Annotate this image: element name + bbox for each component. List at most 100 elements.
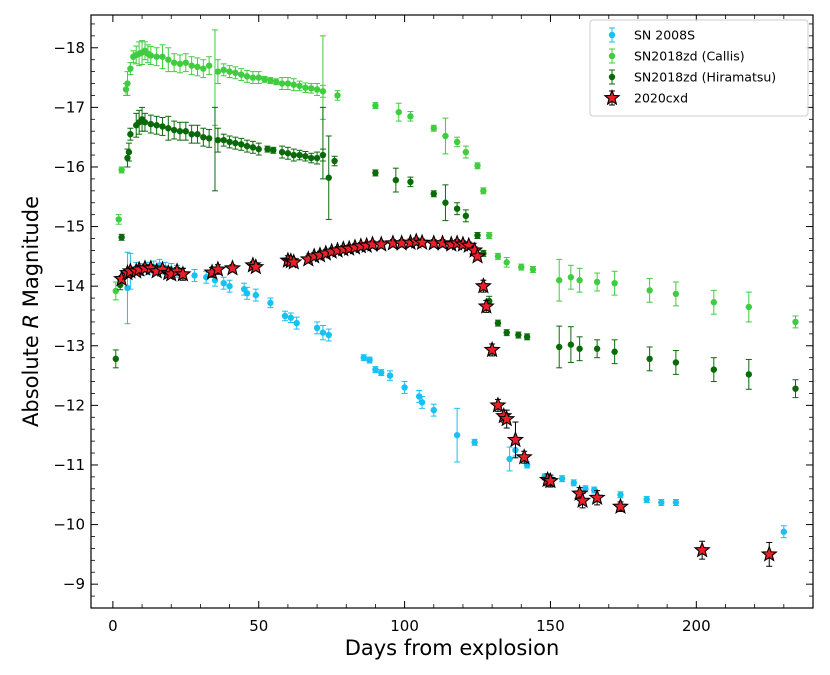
point-sn2018zd-hiramatsu — [611, 348, 618, 355]
point-sn2018zd-callis — [518, 263, 525, 271]
point-2020cxd — [223, 259, 242, 276]
legend-label-sn2008s: SN 2008S — [634, 28, 695, 43]
point-sn2018zd-callis — [453, 138, 461, 146]
point-2020cxd — [573, 491, 592, 509]
y-axis-label-italic: R — [19, 314, 43, 329]
point-sn-2008s — [415, 393, 423, 400]
y-tick-label: −11 — [53, 456, 85, 474]
point-sn2018zd-callis — [249, 74, 257, 81]
point-sn2018zd-hiramatsu — [319, 151, 327, 159]
point-sn2018zd-callis — [214, 68, 222, 75]
point-sn2018zd-hiramatsu — [255, 145, 262, 153]
point-2020cxd — [693, 541, 711, 558]
point-sn2018zd-hiramatsu — [194, 130, 201, 138]
point-sn2018zd-callis — [147, 52, 155, 59]
data-marks — [112, 29, 799, 567]
point-sn2018zd-callis — [200, 65, 207, 72]
point-2020cxd — [515, 448, 533, 465]
point-sn2018zd-callis — [395, 108, 402, 116]
y-tick-label: −13 — [53, 337, 85, 355]
y-tick-label: −17 — [53, 98, 85, 116]
point-sn2018zd-callis — [407, 113, 414, 120]
point-sn2018zd-callis — [124, 80, 131, 87]
point-sn-2008s — [570, 479, 577, 487]
point-sn2018zd-hiramatsu — [576, 345, 583, 352]
point-sn-2008s — [252, 291, 260, 299]
point-sn-2008s — [582, 485, 589, 493]
point-sn2018zd-hiramatsu — [494, 319, 502, 327]
legend-entry-sn2018zd-hiramatsu: SN2018zd (Hiramatsu) — [608, 69, 776, 85]
point-2020cxd — [498, 410, 516, 427]
point-sn2018zd-hiramatsu — [200, 133, 207, 141]
legend-star-marker — [603, 88, 621, 106]
point-sn2018zd-callis — [593, 278, 601, 286]
point-sn2018zd-hiramatsu — [141, 119, 149, 126]
point-sn2018zd-hiramatsu — [462, 212, 470, 220]
point-sn2018zd-callis — [529, 266, 537, 273]
legend-entry-2020cxd: 2020cxd — [603, 88, 688, 106]
point-sn2018zd-callis — [503, 259, 510, 266]
point-sn2018zd-hiramatsu — [147, 120, 155, 128]
legend-marker-sn2018zd-hiramatsu — [608, 69, 616, 85]
point-sn2018zd-hiramatsu — [238, 141, 245, 148]
point-2020cxd — [285, 253, 303, 270]
point-sn2018zd-callis — [220, 66, 227, 74]
point-sn-2008s — [471, 439, 478, 446]
point-sn2018zd-hiramatsu — [165, 125, 172, 132]
y-axis-label: Absolute R Magnitude — [19, 196, 43, 427]
point-sn2018zd-callis — [313, 86, 321, 93]
point-sn2018zd-hiramatsu — [523, 333, 531, 341]
point-sn2018zd-hiramatsu — [792, 385, 799, 392]
point-2020cxd — [413, 233, 431, 250]
point-sn2018zd-hiramatsu — [220, 136, 227, 144]
point-sn2018zd-callis — [462, 148, 470, 156]
point-sn2018zd-callis — [290, 81, 297, 88]
point-sn2018zd-hiramatsu — [125, 148, 133, 156]
point-sn-2008s — [378, 369, 385, 376]
point-sn2018zd-callis — [273, 78, 280, 85]
point-sn2018zd-hiramatsu — [296, 151, 303, 159]
x-tick-label: 150 — [536, 617, 565, 635]
point-2020cxd — [433, 234, 452, 251]
point-sn2018zd-hiramatsu — [442, 199, 449, 206]
point-sn-2008s — [658, 499, 665, 506]
legend-marker-2020cxd — [603, 88, 621, 106]
point-sn2018zd-hiramatsu — [407, 178, 414, 186]
point-sn2018zd-callis — [112, 287, 119, 295]
y-tick-label: −10 — [53, 516, 85, 534]
point-sn2018zd-hiramatsu — [249, 144, 257, 151]
point-sn-2008s — [591, 486, 598, 494]
point-sn2018zd-hiramatsu — [308, 154, 315, 162]
point-sn2018zd-callis — [474, 162, 481, 169]
plot-frame — [90, 14, 814, 609]
legend-dot-marker — [608, 73, 616, 81]
point-sn2018zd-callis — [205, 62, 213, 69]
point-sn2018zd-callis — [485, 232, 493, 239]
point-sn2018zd-hiramatsu — [474, 232, 481, 239]
series-sn2018zd-hiramatsu — [112, 106, 799, 399]
point-sn2018zd-hiramatsu — [270, 147, 277, 154]
point-sn2018zd-hiramatsu — [264, 145, 271, 153]
point-sn-2008s — [418, 399, 426, 406]
point-sn2018zd-hiramatsu — [290, 151, 297, 159]
point-sn2018zd-hiramatsu — [170, 126, 178, 134]
point-sn-2008s — [243, 290, 251, 297]
x-tick-label: 50 — [249, 617, 268, 635]
point-sn2018zd-callis — [159, 53, 166, 60]
point-sn-2008s — [191, 272, 198, 279]
point-sn2018zd-callis — [430, 125, 437, 132]
point-sn2018zd-hiramatsu — [745, 371, 753, 378]
y-tick-label: −14 — [53, 277, 85, 295]
point-sn2018zd-hiramatsu — [593, 345, 601, 352]
legend-box — [589, 19, 809, 117]
point-sn2018zd-hiramatsu — [112, 355, 119, 363]
y-tick-label: −16 — [53, 158, 85, 176]
point-sn2018zd-hiramatsu — [159, 123, 166, 130]
point-sn2018zd-hiramatsu — [372, 169, 379, 177]
point-sn-2008s — [226, 282, 233, 290]
point-sn-2008s — [293, 319, 300, 327]
point-sn2018zd-hiramatsu — [515, 331, 522, 339]
y-tick-label: −9 — [63, 575, 85, 593]
